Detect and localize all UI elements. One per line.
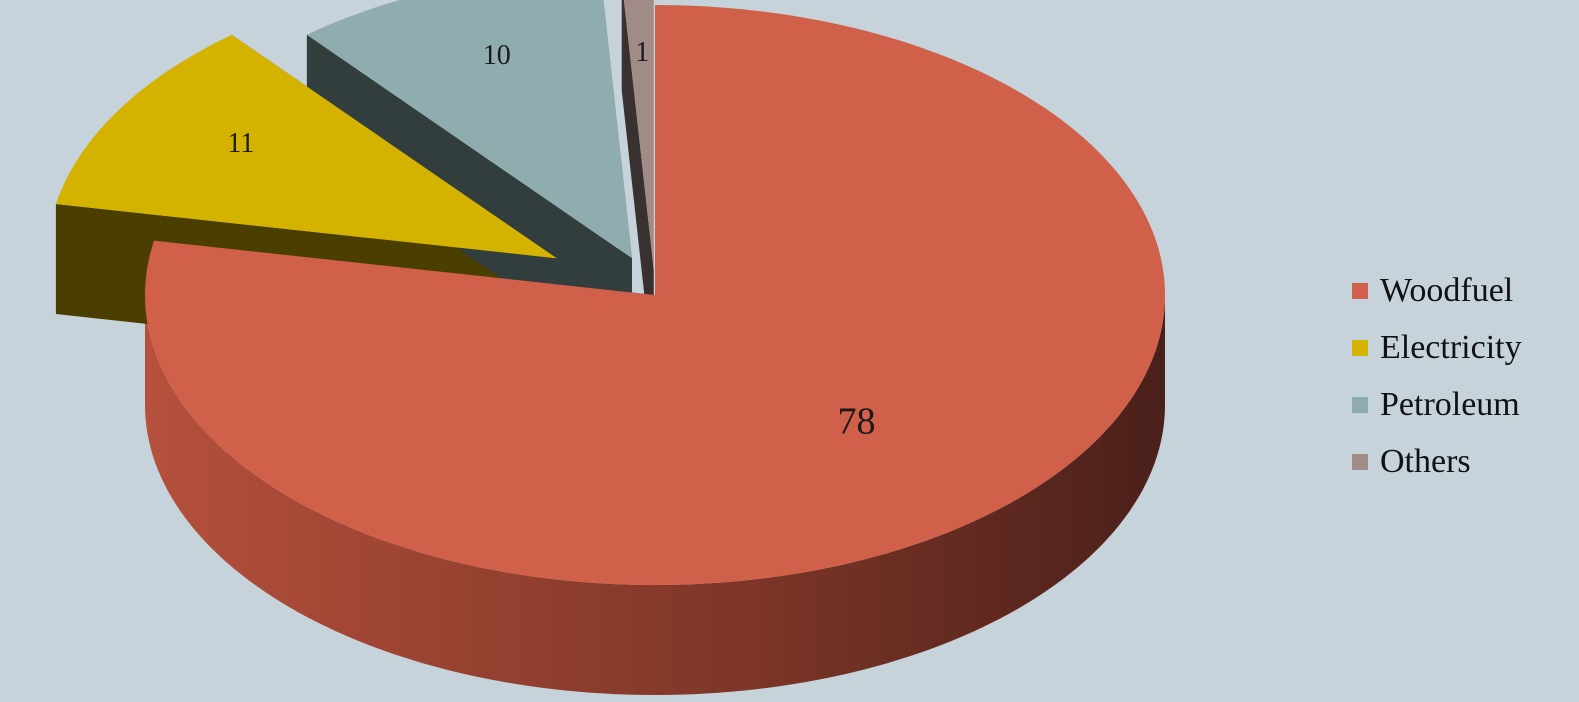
legend-label-electricity: Electricity (1380, 328, 1522, 366)
pie-slice-electricity[interactable] (55, 34, 557, 259)
data-label-others: 1 (635, 37, 649, 68)
legend-swatch-petroleum (1352, 396, 1368, 413)
legend-label-woodfuel: Woodfuel (1380, 271, 1514, 309)
pie-slice-others[interactable] (622, 0, 654, 270)
data-label-electricity: 11 (227, 128, 254, 159)
data-label-petroleum: 10 (483, 40, 511, 71)
legend-label-petroleum: Petroleum (1380, 385, 1520, 423)
pie-side-woodfuel (145, 295, 1165, 695)
legend-item-petroleum[interactable]: Petroleum (1352, 376, 1572, 433)
legend-swatch-woodfuel (1352, 282, 1368, 299)
legend-swatch-electricity (1352, 339, 1368, 356)
pie-slice-woodfuel[interactable] (145, 5, 1165, 585)
legend-item-electricity[interactable]: Electricity (1352, 319, 1572, 376)
legend-label-others: Others (1380, 442, 1471, 480)
legend: Woodfuel Electricity Petroleum Others (1352, 262, 1572, 490)
legend-swatch-others (1352, 453, 1368, 470)
legend-item-woodfuel[interactable]: Woodfuel (1352, 262, 1572, 319)
pie-slice-petroleum[interactable] (306, 0, 632, 259)
legend-item-others[interactable]: Others (1352, 433, 1572, 490)
data-label-woodfuel: 78 (838, 401, 876, 443)
pie-wall-others-0 (621, 0, 654, 380)
